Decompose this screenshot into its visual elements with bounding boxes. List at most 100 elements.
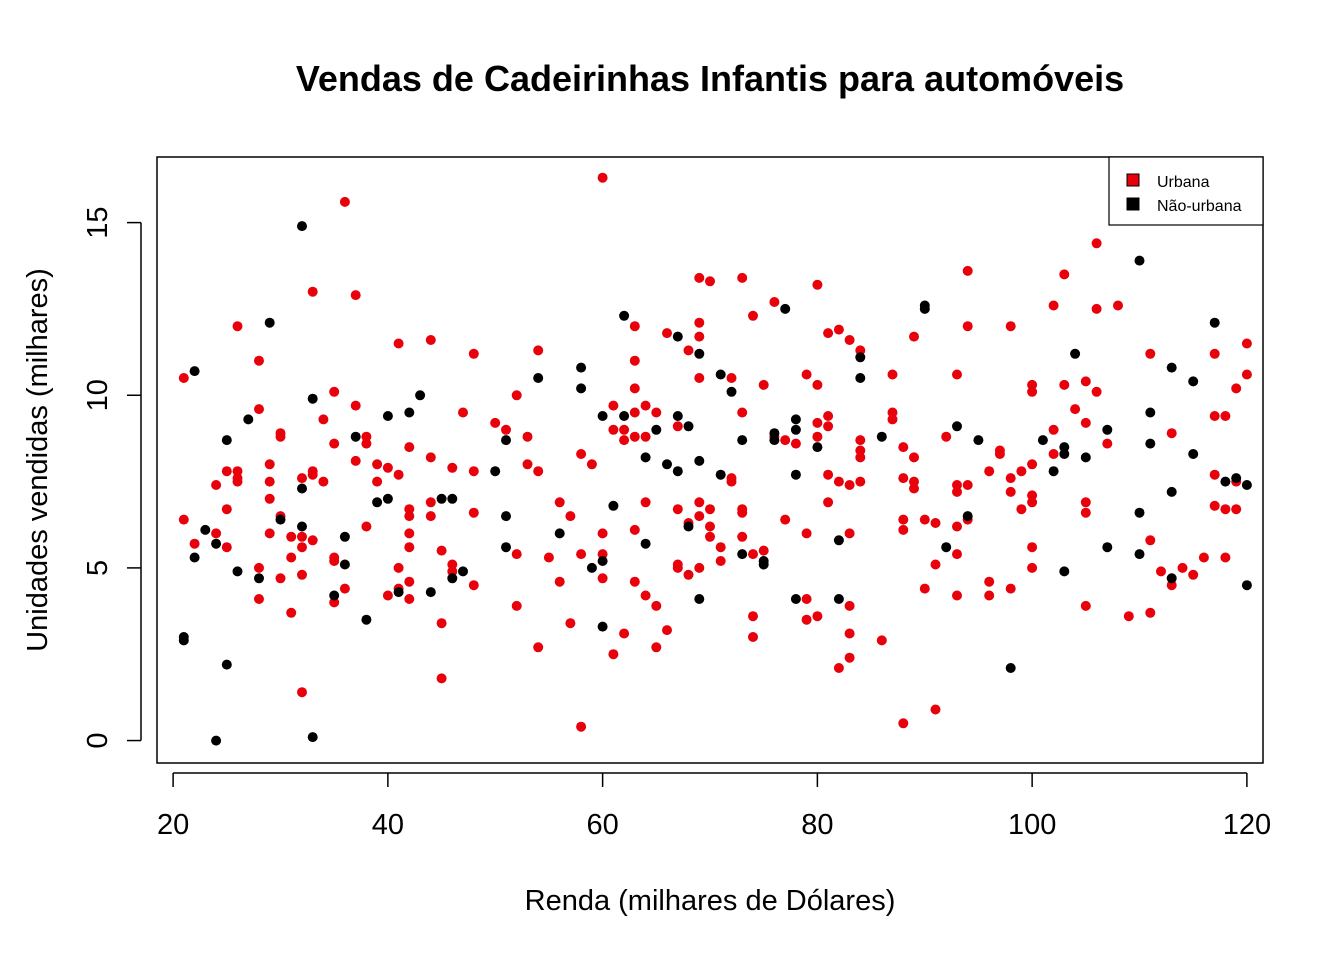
point-nao-urbana-54 [672, 331, 683, 342]
point-urbana-124 [662, 328, 672, 339]
point-urbana-77 [468, 348, 479, 359]
point-urbana-76 [458, 407, 468, 418]
point-urbana-114 [629, 431, 640, 442]
point-nao-urbana-40 [554, 528, 565, 539]
point-urbana-167 [801, 594, 812, 604]
point-urbana-8 [232, 321, 243, 332]
point-nao-urbana-33 [447, 573, 458, 584]
point-urbana-249 [1080, 507, 1091, 518]
point-urbana-239 [1027, 562, 1038, 573]
point-nao-urbana-29 [415, 390, 426, 401]
point-urbana-52 [372, 476, 383, 487]
legend-box [1108, 156, 1264, 226]
point-nao-urbana-83 [919, 303, 930, 314]
point-urbana-74 [447, 559, 458, 570]
point-nao-urbana-73 [790, 424, 801, 435]
point-urbana-39 [329, 438, 340, 449]
point-nao-urbana-93 [1059, 566, 1070, 577]
point-nao-urbana-38 [501, 542, 511, 553]
point-urbana-268 [1209, 469, 1220, 480]
point-urbana-109 [619, 628, 630, 639]
point-nao-urbana-14 [297, 221, 307, 232]
point-urbana-251 [1091, 238, 1102, 249]
point-nao-urbana-63 [715, 469, 726, 480]
point-urbana-164 [790, 438, 801, 449]
point-urbana-163 [780, 514, 791, 525]
point-urbana-70 [436, 545, 447, 556]
point-urbana-236 [1027, 490, 1038, 501]
point-urbana-112 [629, 383, 640, 394]
y-axis: 0 5 10 15 [82, 206, 142, 749]
point-urbana-187 [844, 652, 855, 663]
point-urbana-105 [608, 424, 619, 435]
point-urbana-210 [930, 704, 941, 715]
point-nao-urbana-44 [597, 411, 608, 421]
data-points [178, 172, 1252, 746]
point-urbana-59 [404, 442, 415, 453]
point-urbana-209 [930, 559, 941, 570]
point-urbana-159 [758, 545, 769, 556]
point-urbana-54 [382, 590, 393, 601]
point-urbana-119 [640, 497, 651, 508]
point-urbana-31 [297, 687, 307, 698]
point-nao-urbana-37 [501, 511, 511, 522]
point-urbana-263 [1177, 562, 1188, 573]
point-urbana-196 [887, 414, 898, 425]
point-nao-urbana-18 [307, 732, 318, 743]
point-nao-urbana-75 [790, 594, 801, 604]
point-urbana-215 [952, 521, 962, 532]
point-urbana-23 [275, 573, 286, 584]
point-urbana-142 [705, 504, 715, 515]
point-nao-urbana-110 [1231, 473, 1242, 484]
point-nao-urbana-9 [232, 566, 243, 577]
point-urbana-111 [629, 355, 640, 366]
point-nao-urbana-91 [1059, 442, 1070, 453]
point-urbana-276 [1241, 338, 1252, 349]
point-urbana-88 [533, 345, 544, 356]
point-urbana-66 [425, 335, 436, 345]
point-urbana-227 [1005, 321, 1016, 332]
point-nao-urbana-74 [790, 469, 801, 480]
point-urbana-118 [640, 431, 651, 442]
point-urbana-7 [221, 542, 232, 553]
point-urbana-5 [221, 466, 232, 477]
point-urbana-75 [447, 566, 458, 577]
point-urbana-172 [812, 431, 823, 442]
point-urbana-202 [909, 331, 919, 342]
point-nao-urbana-3 [189, 552, 200, 563]
point-urbana-127 [672, 504, 683, 515]
point-urbana-190 [855, 445, 866, 456]
point-nao-urbana-107 [1188, 449, 1199, 459]
point-urbana-61 [404, 511, 415, 522]
point-urbana-140 [705, 276, 715, 287]
point-urbana-165 [801, 369, 812, 380]
point-nao-urbana-90 [1048, 466, 1059, 477]
x-tick-label: 20 [157, 809, 189, 841]
point-urbana-93 [554, 576, 565, 587]
point-nao-urbana-15 [297, 483, 307, 494]
point-urbana-206 [919, 514, 930, 525]
point-nao-urbana-101 [1145, 407, 1156, 418]
point-nao-urbana-95 [1080, 452, 1091, 463]
point-urbana-135 [694, 331, 705, 342]
point-urbana-97 [576, 549, 587, 560]
point-urbana-78 [468, 466, 479, 477]
point-nao-urbana-1 [178, 635, 189, 646]
y-tick-label: 0 [82, 733, 114, 749]
point-nao-urbana-59 [694, 348, 705, 359]
point-nao-urbana-11 [254, 573, 264, 584]
point-urbana-201 [898, 718, 909, 729]
point-urbana-2 [189, 538, 200, 549]
point-urbana-116 [629, 576, 640, 587]
point-urbana-6 [221, 504, 232, 515]
point-urbana-51 [372, 459, 383, 470]
point-nao-urbana-48 [619, 310, 630, 321]
point-urbana-18 [264, 493, 275, 504]
point-urbana-194 [887, 369, 898, 380]
point-urbana-257 [1145, 348, 1156, 359]
point-urbana-204 [909, 476, 919, 487]
point-urbana-148 [726, 476, 737, 487]
point-urbana-57 [393, 562, 404, 573]
point-urbana-32 [307, 286, 318, 297]
point-urbana-186 [844, 628, 855, 639]
